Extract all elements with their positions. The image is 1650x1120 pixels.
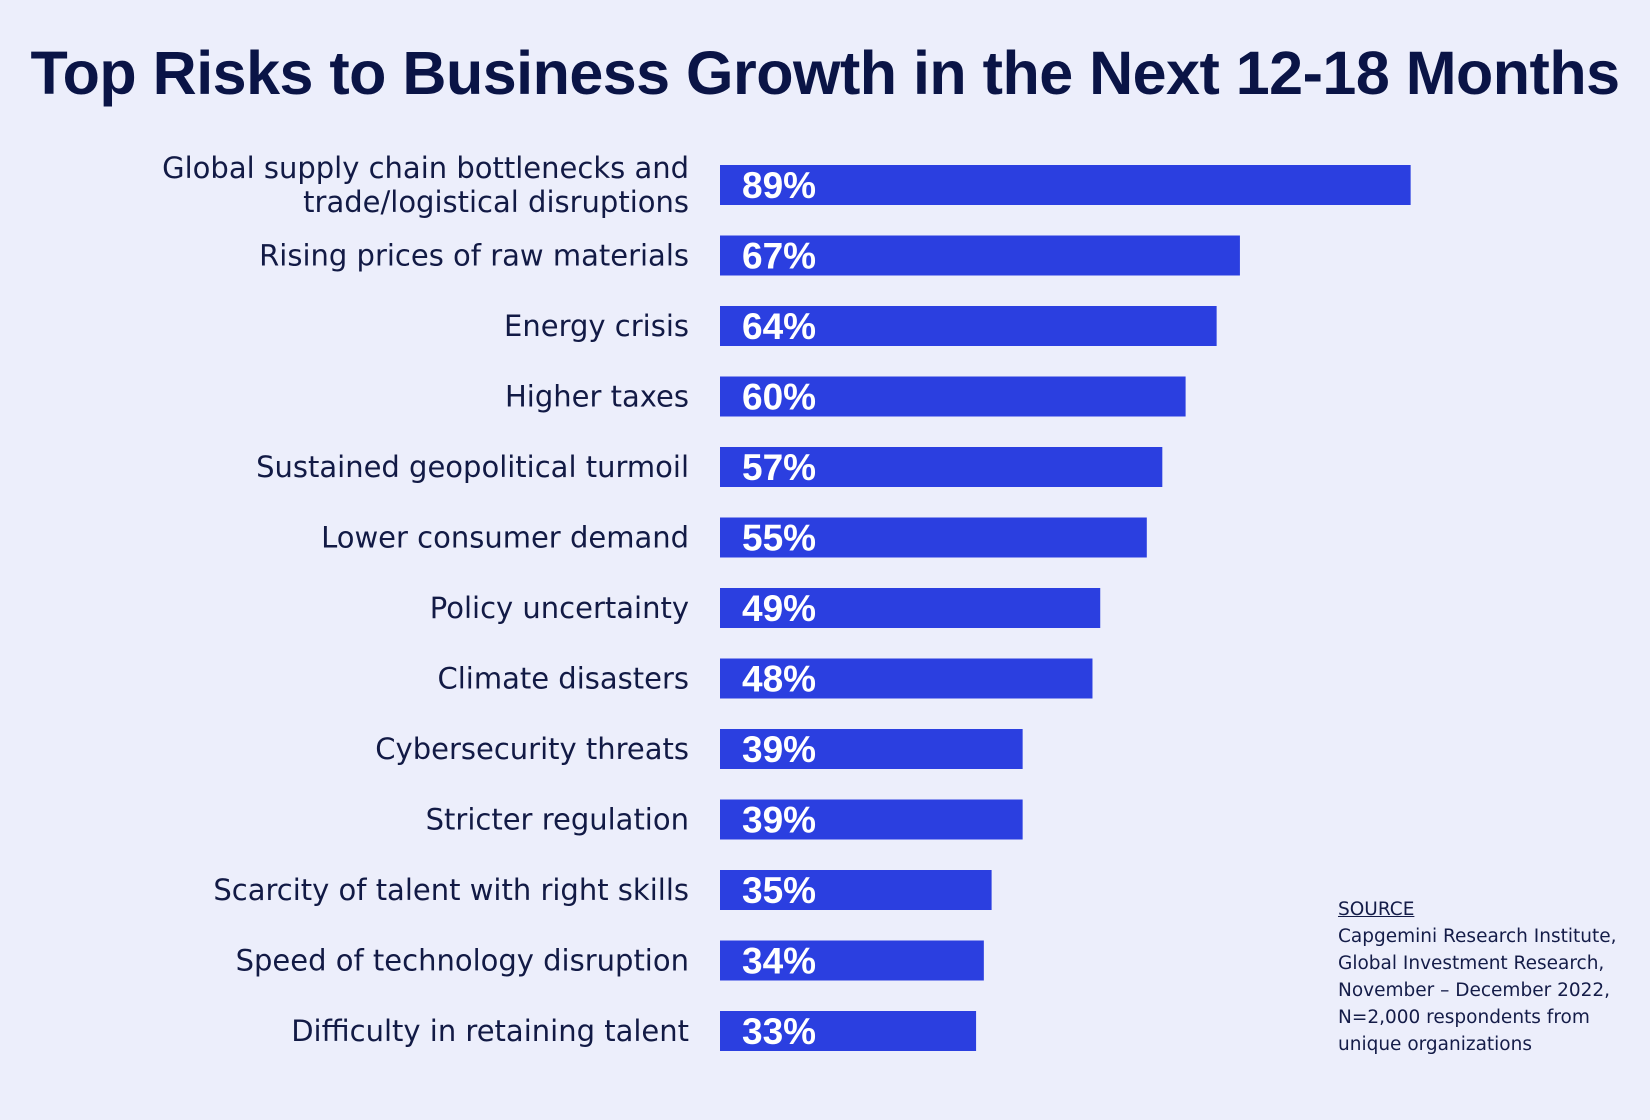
source-line: Capgemini Research Institute, <box>1338 926 1617 947</box>
bar-value-label: 89% <box>742 165 816 206</box>
chart-title: Top Risks to Business Growth in the Next… <box>30 39 1620 107</box>
category-label: Scarcity of talent with right skills <box>213 873 689 907</box>
category-label: Stricter regulation <box>426 803 689 837</box>
category-label: trade/logistical disruptions <box>303 185 689 219</box>
bar-value-label: 48% <box>742 659 816 700</box>
category-label: Policy uncertainty <box>430 591 689 625</box>
bar <box>720 517 1147 558</box>
bar <box>720 588 1101 628</box>
bar <box>720 306 1217 346</box>
bar-value-label: 60% <box>742 377 816 418</box>
bar-value-label: 55% <box>742 518 816 559</box>
category-label: Climate disasters <box>437 662 689 696</box>
category-label: Higher taxes <box>505 380 689 414</box>
bar <box>720 447 1163 487</box>
category-label: Difficulty in retaining talent <box>291 1014 689 1048</box>
bar <box>720 165 1411 205</box>
bar-value-label: 35% <box>742 870 816 911</box>
bar <box>720 870 992 910</box>
bar <box>720 376 1186 417</box>
source-line: N=2,000 respondents from <box>1338 1007 1590 1028</box>
bar-value-label: 57% <box>742 447 816 488</box>
bar <box>720 799 1023 840</box>
category-label: Global supply chain bottlenecks and <box>162 151 689 185</box>
source-line: November – December 2022, <box>1338 980 1611 1001</box>
source-note: SOURCE Capgemini Research Institute, Glo… <box>1338 896 1638 1058</box>
bar-value-label: 39% <box>742 729 816 770</box>
source-heading: SOURCE <box>1338 899 1415 920</box>
bar <box>720 235 1240 276</box>
category-label: Rising prices of raw materials <box>259 239 689 273</box>
bar <box>720 940 984 981</box>
bar <box>720 658 1093 699</box>
category-label: Lower consumer demand <box>321 521 689 555</box>
bar <box>720 729 1023 769</box>
category-label: Speed of technology disruption <box>236 944 689 978</box>
bar-value-label: 49% <box>742 588 816 629</box>
bar <box>720 1011 977 1051</box>
bar-value-label: 39% <box>742 800 816 841</box>
bar-value-label: 34% <box>742 941 816 982</box>
source-line: unique organizations <box>1338 1034 1532 1055</box>
bar-value-label: 64% <box>742 306 816 347</box>
category-label: Sustained geopolitical turmoil <box>256 450 689 484</box>
bar-value-label: 33% <box>742 1011 816 1052</box>
bar-value-label: 67% <box>742 236 816 277</box>
category-label: Energy crisis <box>504 309 689 343</box>
source-line: Global Investment Research, <box>1338 953 1605 974</box>
category-label: Cybersecurity threats <box>375 732 689 766</box>
